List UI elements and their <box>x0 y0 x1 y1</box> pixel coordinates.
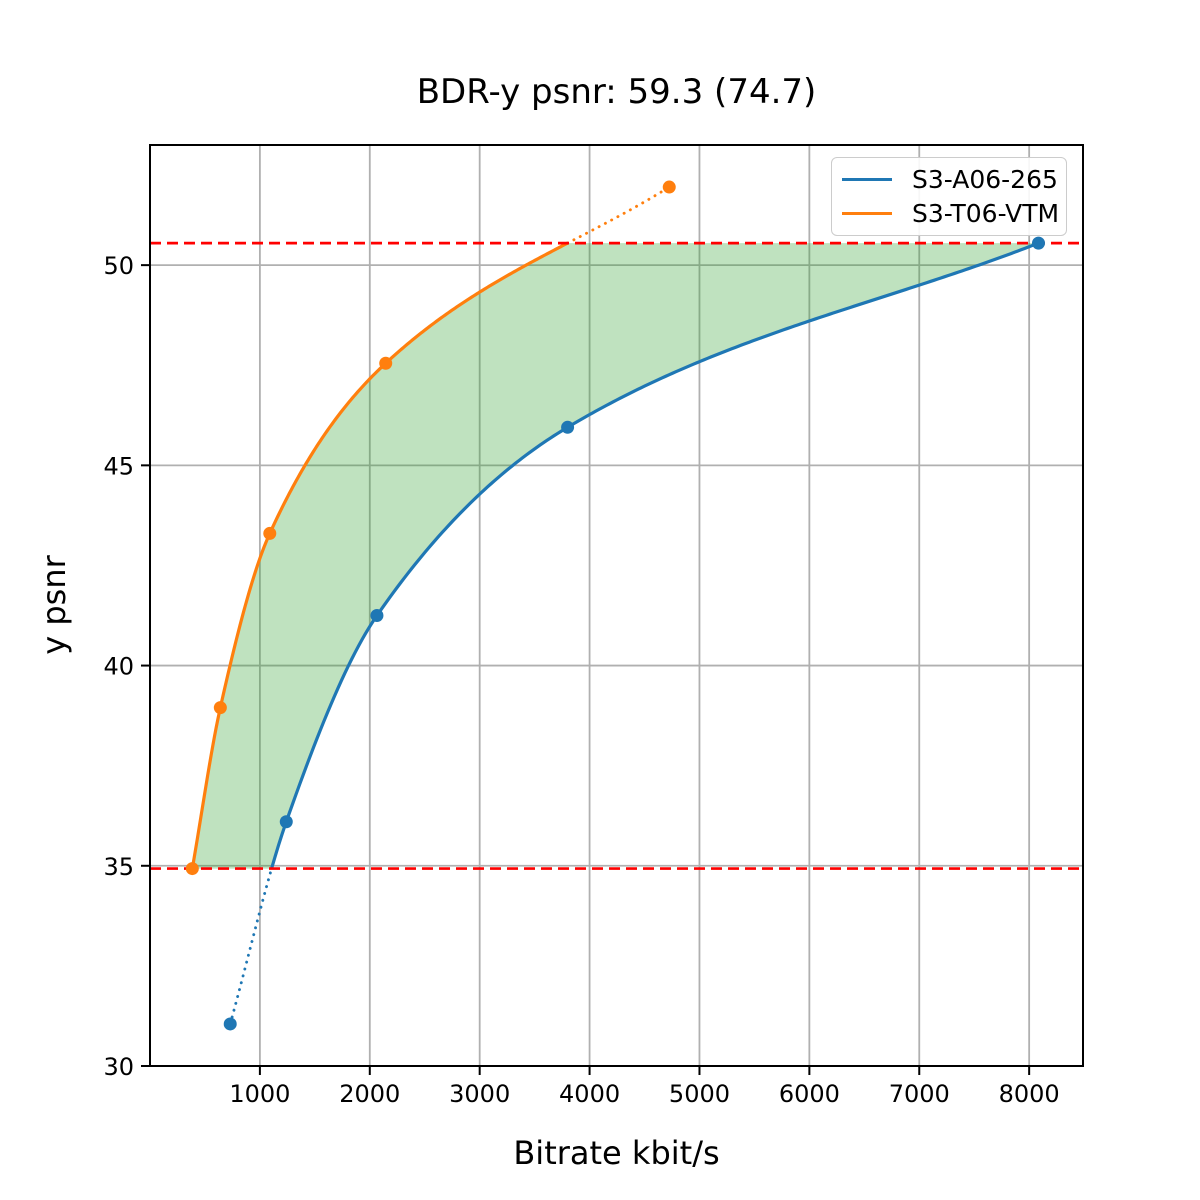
y-tick-label: 30 <box>103 1053 134 1081</box>
data-point-s3-t06-vtm <box>185 862 199 876</box>
y-axis-label: y psnr <box>35 555 73 655</box>
legend-line-sample-orange <box>842 211 892 215</box>
y-tick-label: 40 <box>103 653 134 681</box>
y-tick-label: 45 <box>103 452 134 480</box>
y-tick-label: 50 <box>103 252 134 280</box>
series-s3-t06-vtm-curve <box>190 241 569 869</box>
data-point-s3-t06-vtm <box>263 526 277 540</box>
data-point-s3-a06-265 <box>223 1017 237 1031</box>
x-tick-label: 2000 <box>339 1080 400 1108</box>
data-point-s3-a06-265 <box>561 420 575 434</box>
x-axis-label: Bitrate kbit/s <box>513 1134 720 1172</box>
legend: S3-A06-265 S3-T06-VTM <box>831 157 1067 236</box>
x-tick-label: 6000 <box>779 1080 840 1108</box>
data-point-s3-t06-vtm <box>662 180 676 194</box>
legend-line-sample-blue <box>842 178 892 182</box>
data-point-s3-t06-vtm <box>379 356 393 370</box>
data-point-s3-a06-265 <box>370 609 384 623</box>
axes-spines <box>149 144 1084 1067</box>
x-tick-label: 7000 <box>889 1080 950 1108</box>
data-point-s3-a06-265 <box>1031 236 1045 250</box>
x-tick-label: 5000 <box>669 1080 730 1108</box>
legend-label: S3-A06-265 <box>912 165 1058 195</box>
data-point-s3-a06-265 <box>279 815 293 829</box>
bd-rate-fill-area <box>192 243 1039 869</box>
data-point-s3-t06-vtm <box>213 701 227 715</box>
y-tick-label: 35 <box>103 853 134 881</box>
x-tick-label: 3000 <box>449 1080 510 1108</box>
series-s3-a06-265-dotted <box>228 867 274 1026</box>
legend-item-s3-a06-265: S3-A06-265 <box>842 163 1058 196</box>
x-tick-label: 4000 <box>559 1080 620 1108</box>
chart-title: BDR-y psnr: 59.3 (74.7) <box>416 72 817 112</box>
x-tick-label: 1000 <box>229 1080 290 1108</box>
x-tick-label: 8000 <box>999 1080 1060 1108</box>
series-s3-a06-265-curve <box>270 241 1040 870</box>
legend-item-s3-t06-vtm: S3-T06-VTM <box>842 197 1060 230</box>
legend-label: S3-T06-VTM <box>912 198 1060 228</box>
series-s3-t06-vtm-dotted <box>566 185 671 245</box>
